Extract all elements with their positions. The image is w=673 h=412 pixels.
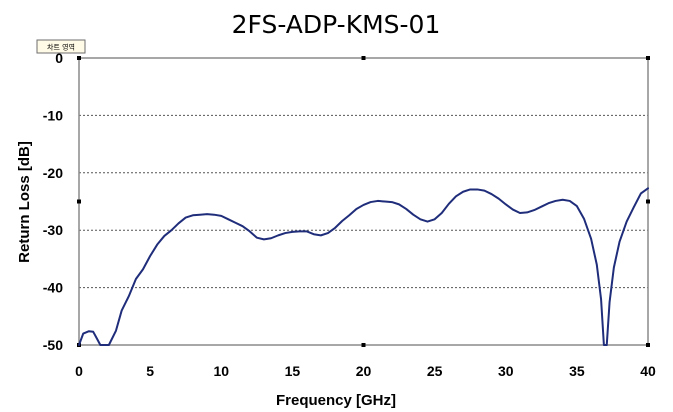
y-tick-label: -10 xyxy=(43,107,63,123)
chart-title: 2FS-ADP-KMS-01 xyxy=(232,10,441,39)
x-tick-label: 30 xyxy=(498,363,514,379)
chart-area-tag-label: 차트 영역 xyxy=(47,43,75,52)
x-axis-label: Frequency [GHz] xyxy=(276,392,396,409)
x-axis-ticks: 0 5 10 15 20 25 30 35 40 xyxy=(75,363,656,379)
x-tick-label: 15 xyxy=(285,363,301,379)
plot-area-border xyxy=(78,57,649,346)
series-line xyxy=(78,187,649,346)
plot-area-handle xyxy=(361,56,366,60)
y-tick-label: 0 xyxy=(55,50,63,66)
y-tick-label: -20 xyxy=(43,165,63,181)
y-tick-label: -40 xyxy=(43,280,63,296)
chart-area-tag: 차트 영역 xyxy=(36,39,86,54)
gridlines xyxy=(79,114,648,289)
y-axis-ticks: 0 -10 -20 -30 -40 -50 xyxy=(43,50,63,353)
x-tick-label: 10 xyxy=(213,363,229,379)
x-tick-label: 5 xyxy=(146,363,154,379)
x-tick-label: 40 xyxy=(640,363,656,379)
plot-area-handle xyxy=(646,56,650,60)
plot-area-handle xyxy=(646,343,650,347)
y-tick-label: -50 xyxy=(43,337,63,353)
plot-area-handles xyxy=(77,56,650,347)
plot-area-handle xyxy=(77,56,81,60)
x-tick-label: 35 xyxy=(569,363,585,379)
x-tick-label: 0 xyxy=(75,363,83,379)
y-axis-label: Return Loss [dB] xyxy=(16,141,33,263)
series-layer xyxy=(78,187,649,346)
y-tick-label: -30 xyxy=(43,222,63,238)
x-tick-label: 25 xyxy=(427,363,443,379)
plot-area-handle xyxy=(77,199,81,204)
plot-area-handle xyxy=(361,343,366,347)
x-tick-label: 20 xyxy=(356,363,372,379)
plot-area-handle xyxy=(646,199,650,204)
